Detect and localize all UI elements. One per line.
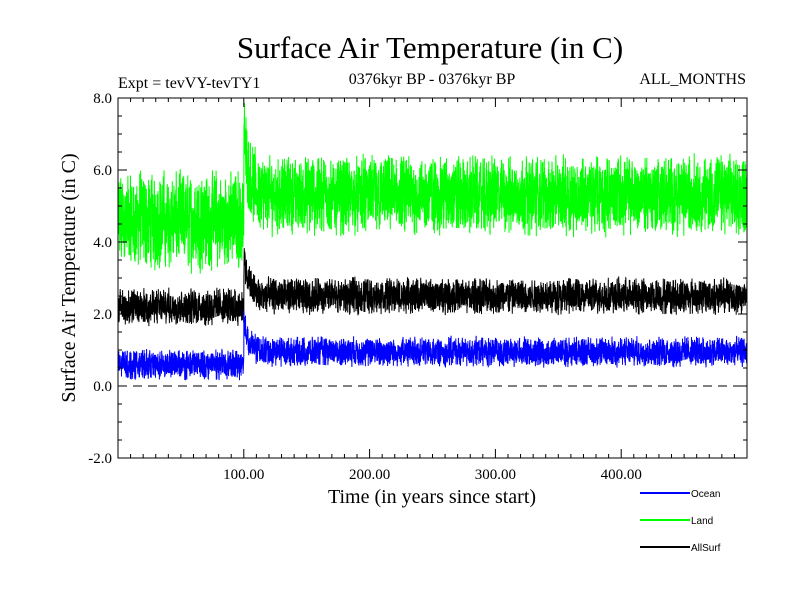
legend-label-land: Land bbox=[691, 516, 713, 527]
y-tick-label: 4.0 bbox=[93, 235, 112, 251]
y-tick-label: 6.0 bbox=[93, 163, 112, 179]
period-label: 0376kyr BP - 0376kyr BP bbox=[349, 71, 516, 88]
chart-title: Surface Air Temperature (in C) bbox=[237, 30, 623, 65]
series-land-line bbox=[117, 102, 748, 274]
y-tick-label: 0.0 bbox=[93, 379, 112, 395]
legend: Ocean Land AllSurf bbox=[640, 489, 721, 554]
axes-layer: 100.00 200.00 300.00 400.00 -2.0 0.0 2.0 4.0 6.0… bbox=[88, 91, 748, 483]
series-allsurf-line bbox=[117, 248, 748, 327]
y-axis-label: Surface Air Temperature (in C) bbox=[58, 153, 80, 402]
y-tick-label: -2.0 bbox=[88, 451, 112, 467]
x-tick-label: 400.00 bbox=[601, 467, 642, 483]
plot-frame bbox=[117, 97, 748, 459]
months-label: ALL_MONTHS bbox=[639, 71, 746, 88]
series-layer bbox=[117, 102, 748, 381]
x-axis-label: Time (in years since start) bbox=[328, 486, 536, 508]
x-tick-label: 300.00 bbox=[475, 467, 516, 483]
y-tick-label: 8.0 bbox=[93, 91, 112, 107]
y-tick-label: 2.0 bbox=[93, 307, 112, 323]
legend-label-allsurf: AllSurf bbox=[691, 543, 721, 554]
x-tick-label: 100.00 bbox=[223, 467, 264, 483]
series-ocean-line bbox=[117, 310, 748, 381]
legend-label-ocean: Ocean bbox=[691, 489, 720, 500]
x-tick-label: 200.00 bbox=[349, 467, 390, 483]
experiment-label: Expt = tevVY-tevTY1 bbox=[118, 75, 260, 92]
